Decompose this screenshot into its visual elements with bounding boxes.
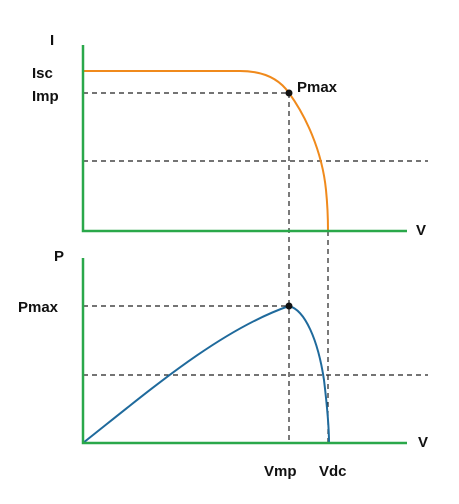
pmax-label: Pmax: [18, 299, 59, 316]
pv-curve: [82, 304, 330, 444]
x-axis-label: V: [416, 222, 426, 239]
isc-label: Isc: [32, 65, 53, 82]
vmp-label: Vmp: [264, 463, 297, 480]
pmax-point: [285, 89, 293, 97]
y-axis-label: P: [54, 248, 64, 265]
x-axis-label: V: [418, 434, 428, 451]
pmax-point: [285, 302, 293, 310]
pmax-label: Pmax: [297, 79, 338, 96]
y-axis-label: I: [50, 32, 54, 49]
iv-axes: [81, 45, 407, 233]
vdc-label: Vdc: [319, 463, 347, 480]
imp-label: Imp: [32, 88, 59, 105]
pv-axes: [81, 258, 407, 445]
iv-curve: [83, 70, 329, 232]
